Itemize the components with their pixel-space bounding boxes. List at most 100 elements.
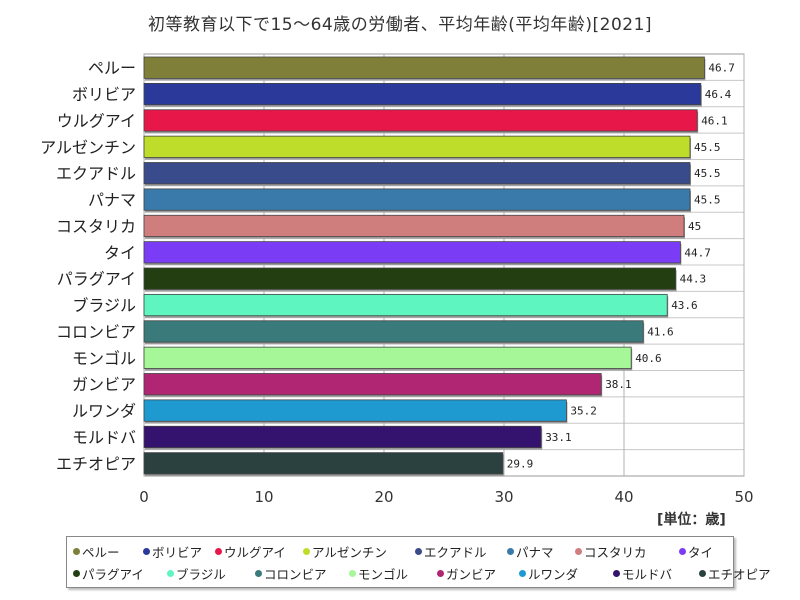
bar: [143, 346, 632, 369]
legend-item: パナマ: [507, 542, 554, 561]
legend-marker: [519, 570, 526, 577]
category-label: ボリビア: [72, 85, 136, 104]
data-label: 46.7: [708, 62, 735, 75]
legend-item: ペルー: [73, 542, 120, 561]
data-label: 38.1: [605, 378, 632, 391]
bar: [143, 425, 542, 449]
bar: [143, 82, 702, 106]
category-label: ウルグアイ: [57, 111, 136, 130]
data-label: 45: [688, 220, 701, 233]
category-label: コロンビア: [56, 322, 136, 341]
category-label: ペルー: [88, 59, 136, 78]
category-label: エクアドル: [56, 164, 136, 183]
category-label: モンゴル: [72, 349, 136, 368]
category-label: アルゼンチン: [40, 138, 136, 157]
legend-label: ボリビア: [152, 545, 203, 560]
legend-item: コスタリカ: [575, 542, 647, 561]
data-label: 33.1: [545, 431, 572, 444]
legend-marker: [73, 548, 80, 555]
legend-marker: [575, 548, 582, 555]
x-tick-label: 20: [374, 488, 393, 506]
bar: [143, 241, 681, 264]
x-tick-label: 30: [494, 488, 513, 506]
data-label: 43.6: [671, 299, 698, 312]
chart-title: 初等教育以下で15～64歳の労働者、平均年齢(平均年齢)[2021]: [147, 15, 653, 35]
bar: [143, 109, 698, 132]
legend-item: パラグアイ: [73, 564, 144, 583]
category-label: パナマ: [88, 191, 136, 210]
legend: ペルー ボリビア ウルグアイ アルゼンチン エクアドル パナマ コスタリカ タイパラグアイ ブラ…: [66, 536, 771, 588]
legend-item: エチオピア: [699, 564, 771, 583]
category-label: ガンビア: [72, 375, 136, 394]
legend-marker: [303, 548, 310, 555]
data-label: 41.6: [647, 325, 674, 338]
data-label: 45.5: [694, 194, 721, 207]
legend-marker: [167, 570, 174, 577]
legend-item: ブラジル: [167, 564, 226, 583]
legend-label: ウルグアイ: [224, 545, 286, 560]
legend-item: アルゼンチン: [303, 542, 387, 561]
legend-item: タイ: [679, 542, 713, 561]
legend-label: エチオピア: [708, 567, 771, 582]
bar: [143, 56, 705, 79]
legend-label: タイ: [688, 545, 714, 560]
bar: [143, 214, 685, 238]
unit-label: [単位：歳]: [657, 512, 726, 528]
category-label: ブラジル: [72, 296, 136, 315]
bar: [143, 320, 644, 343]
data-label: 46.4: [705, 88, 732, 101]
legend-label: パラグアイ: [82, 567, 144, 582]
bar: [143, 452, 504, 475]
legend-marker: [507, 548, 514, 555]
bar: [143, 188, 691, 211]
data-label: 35.2: [570, 405, 597, 418]
legend-marker: [699, 570, 706, 577]
data-label: 44.3: [680, 273, 707, 286]
legend-marker: [437, 570, 444, 577]
data-label: 45.5: [694, 141, 721, 154]
bar: [143, 267, 676, 290]
legend-label: ルワンダ: [528, 567, 579, 582]
data-label: 40.6: [635, 352, 662, 365]
bar: [143, 373, 602, 396]
bar: [143, 135, 691, 158]
category-label: エチオピア: [56, 454, 136, 473]
legend-label: コロンビア: [264, 567, 327, 582]
legend-marker: [415, 548, 422, 555]
category-label: パラグアイ: [57, 270, 136, 289]
legend-label: モルドバ: [622, 567, 673, 582]
legend-item: モンゴル: [349, 564, 408, 583]
legend-label: エクアドル: [424, 545, 487, 560]
legend-marker: [613, 570, 620, 577]
data-label: 44.7: [684, 246, 711, 259]
legend-item: エクアドル: [415, 542, 487, 561]
category-label: タイ: [104, 243, 136, 262]
legend-marker: [215, 548, 222, 555]
legend-item: コロンビア: [255, 564, 327, 583]
bar: [143, 399, 567, 422]
x-tick-label: 10: [254, 488, 273, 506]
bar: [143, 293, 668, 317]
legend-label: コスタリカ: [584, 545, 647, 560]
legend-marker: [143, 548, 150, 555]
bar: [143, 162, 691, 185]
x-tick-label: 40: [614, 488, 633, 506]
legend-marker: [255, 570, 262, 577]
legend-label: ガンビア: [446, 567, 497, 582]
category-label: コスタリカ: [56, 217, 136, 236]
x-tick-label: 50: [734, 488, 753, 506]
legend-item: ルワンダ: [519, 564, 578, 583]
legend-label: ブラジル: [176, 567, 226, 582]
legend-label: ペルー: [82, 545, 120, 560]
category-label: モルドバ: [72, 428, 136, 447]
legend-label: モンゴル: [358, 567, 409, 582]
category-label: ルワンダ: [72, 402, 136, 421]
data-label: 46.1: [701, 114, 728, 127]
legend-item: ボリビア: [143, 542, 202, 561]
legend-item: モルドバ: [613, 564, 672, 583]
data-label: 45.5: [694, 167, 721, 180]
legend-item: ガンビア: [437, 564, 496, 583]
legend-item: ウルグアイ: [215, 542, 286, 561]
legend-marker: [679, 548, 686, 555]
